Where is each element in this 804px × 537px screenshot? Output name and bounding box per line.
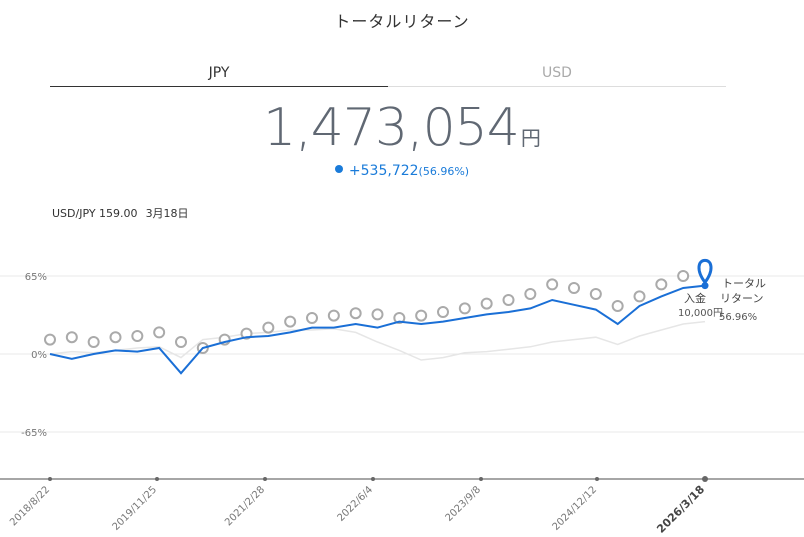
y-tick-label: 65% xyxy=(25,272,47,283)
x-tick-dot xyxy=(479,477,483,481)
fx-pair: USD/JPY 159.00 xyxy=(52,207,138,220)
x-tick-label: 2023/9/8 xyxy=(444,484,484,524)
benchmark-line xyxy=(49,320,706,361)
total-amount-value: 1,473,054 xyxy=(263,98,520,158)
annotation-total-return-pct: 56.96% xyxy=(719,312,757,323)
deposit-marker xyxy=(589,288,602,300)
deposit-marker xyxy=(568,282,580,294)
total-amount-unit: 円 xyxy=(520,126,541,150)
deposit-marker xyxy=(611,300,624,312)
fx-rate: USD/JPY 159.00 3月18日 xyxy=(52,205,197,221)
deposit-marker xyxy=(655,278,668,291)
x-tick-dot xyxy=(702,476,708,482)
x-tick-dot xyxy=(371,477,375,481)
deposit-marker xyxy=(87,336,100,348)
deposit-marker xyxy=(153,326,166,339)
current-pin-icon xyxy=(697,258,713,285)
fx-date: 3月18日 xyxy=(145,207,189,220)
deposit-marker xyxy=(284,315,297,328)
deposit-marker xyxy=(175,336,187,348)
deposit-marker xyxy=(371,308,384,321)
deposit-marker xyxy=(546,278,559,291)
x-tick-dot xyxy=(48,477,52,481)
total-return-line xyxy=(49,284,706,375)
annotation-total-return-line2: リターン xyxy=(720,292,763,305)
x-tick-label: 2022/6/4 xyxy=(336,484,376,524)
x-tick-label: 2024/12/12 xyxy=(551,484,600,533)
deposit-marker xyxy=(306,312,318,324)
deposit-marker xyxy=(415,309,428,322)
deposit-marker xyxy=(349,307,362,320)
x-tick-dot xyxy=(155,477,159,481)
deposit-marker xyxy=(44,333,56,346)
deposit-marker xyxy=(633,290,646,303)
gain-dot-icon xyxy=(334,165,343,173)
deposit-marker xyxy=(437,306,449,318)
deposit-marker xyxy=(109,331,122,344)
page-title: トータルリターン xyxy=(334,12,470,31)
deposit-marker xyxy=(677,270,690,282)
deposit-marker xyxy=(65,331,78,344)
deposit-marker xyxy=(524,288,537,300)
x-tick-label: 2021/2/28 xyxy=(223,484,267,528)
x-tick-label: 2018/8/22 xyxy=(8,484,52,528)
deposit-marker xyxy=(458,302,471,315)
x-tick-dot xyxy=(595,477,599,481)
total-return-end-dot xyxy=(701,282,709,290)
tab-jpy[interactable]: JPY xyxy=(50,60,388,87)
annotation-total-return: トータル xyxy=(722,277,766,290)
x-tick-dot xyxy=(263,477,267,481)
deposit-marker xyxy=(393,312,406,324)
tab-usd[interactable]: USD xyxy=(388,60,726,87)
deposit-marker xyxy=(327,309,340,322)
deposit-marker xyxy=(262,321,275,334)
deposit-marker xyxy=(480,297,493,310)
currency-tabs: JPY USD xyxy=(50,60,726,88)
annotation-deposit-amount: 10,000円 xyxy=(678,308,723,319)
y-tick-label: 0% xyxy=(31,350,47,361)
y-tick-label: -65% xyxy=(21,428,47,439)
deposit-marker xyxy=(131,330,144,342)
x-tick-label: 2019/11/25 xyxy=(111,484,160,533)
gain-percent: (56.96%) xyxy=(418,165,470,178)
x-tick-label: 2026/3/18 xyxy=(654,483,707,536)
deposit-marker xyxy=(502,294,515,306)
gain-value: +535,722 xyxy=(348,163,419,179)
annotation-deposit: 入金 xyxy=(684,291,706,305)
total-amount: 1,473,054 円 xyxy=(0,98,804,158)
gain-row: +535,722(56.96%) xyxy=(0,163,804,179)
